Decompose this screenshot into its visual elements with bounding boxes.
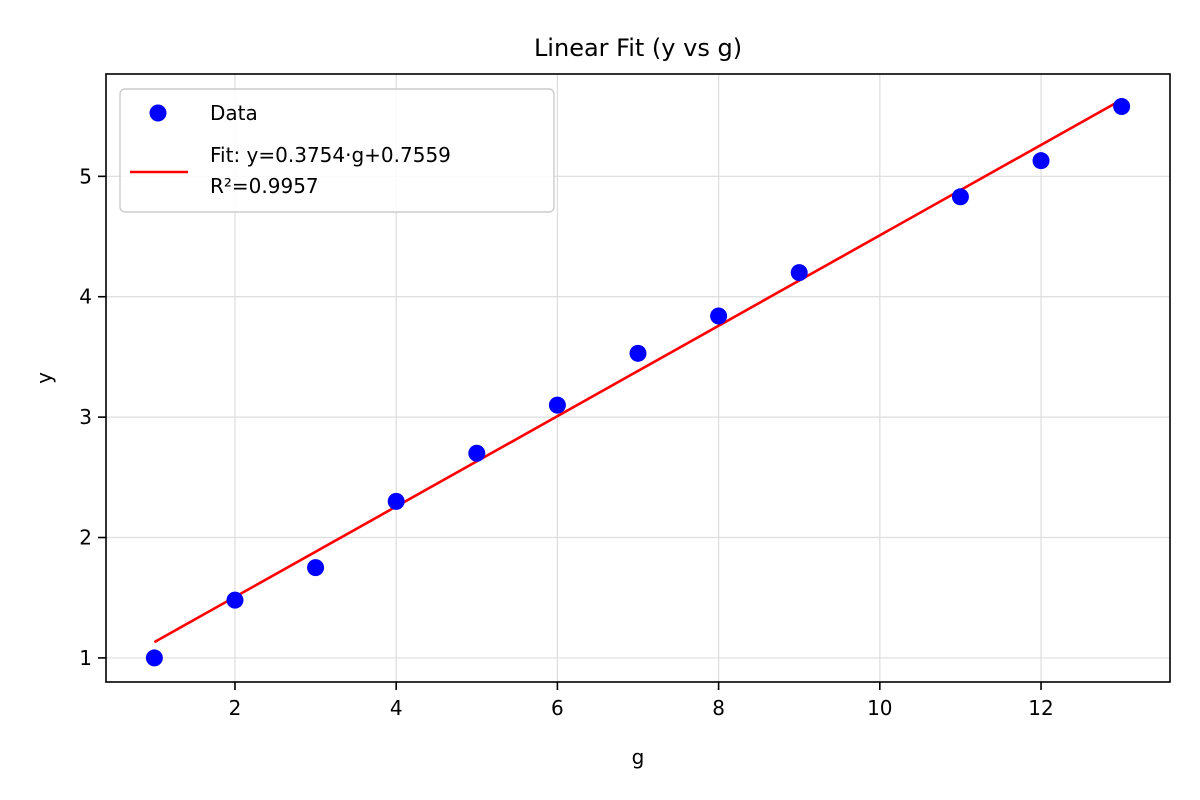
y-tick-label: 3 (79, 405, 92, 429)
data-point (548, 396, 566, 414)
y-tick-label: 1 (79, 646, 92, 670)
data-point (1113, 98, 1131, 116)
data-point (790, 264, 808, 282)
x-axis: 2 4 6 8 10 12 (229, 682, 1054, 720)
data-point (710, 307, 728, 325)
x-tick-label: 8 (712, 696, 725, 720)
points-layer (145, 98, 1131, 667)
data-point (145, 649, 163, 667)
legend-data-marker (149, 104, 167, 122)
data-point (387, 492, 405, 510)
x-tick-label: 2 (229, 696, 242, 720)
y-tick-label: 2 (79, 526, 92, 550)
data-point (468, 444, 486, 462)
grid (106, 74, 1170, 682)
legend: Data Fit: y=0.3754·g+0.7559 R²=0.9957 (119, 88, 555, 213)
data-point (951, 188, 969, 206)
data-point (629, 344, 647, 362)
data-point (307, 559, 325, 577)
data-point (226, 591, 244, 609)
data-point (1032, 152, 1050, 170)
y-axis-label: y (32, 372, 56, 384)
y-tick-label: 5 (79, 164, 92, 188)
plot-frame (105, 73, 1171, 683)
legend-box (119, 88, 555, 213)
x-axis-label: g (632, 745, 645, 769)
y-axis: 1 2 3 4 5 (79, 164, 106, 670)
chart-title: Linear Fit (y vs g) (534, 34, 742, 62)
legend-data-label: Data (210, 101, 258, 125)
x-tick-label: 6 (551, 696, 564, 720)
x-tick-label: 10 (867, 696, 892, 720)
legend-fit-r2-label: R²=0.9957 (210, 174, 319, 198)
x-tick-label: 4 (390, 696, 403, 720)
legend-fit-label: Fit: y=0.3754·g+0.7559 (210, 143, 451, 167)
x-tick-label: 12 (1028, 696, 1053, 720)
y-tick-label: 4 (79, 285, 92, 309)
